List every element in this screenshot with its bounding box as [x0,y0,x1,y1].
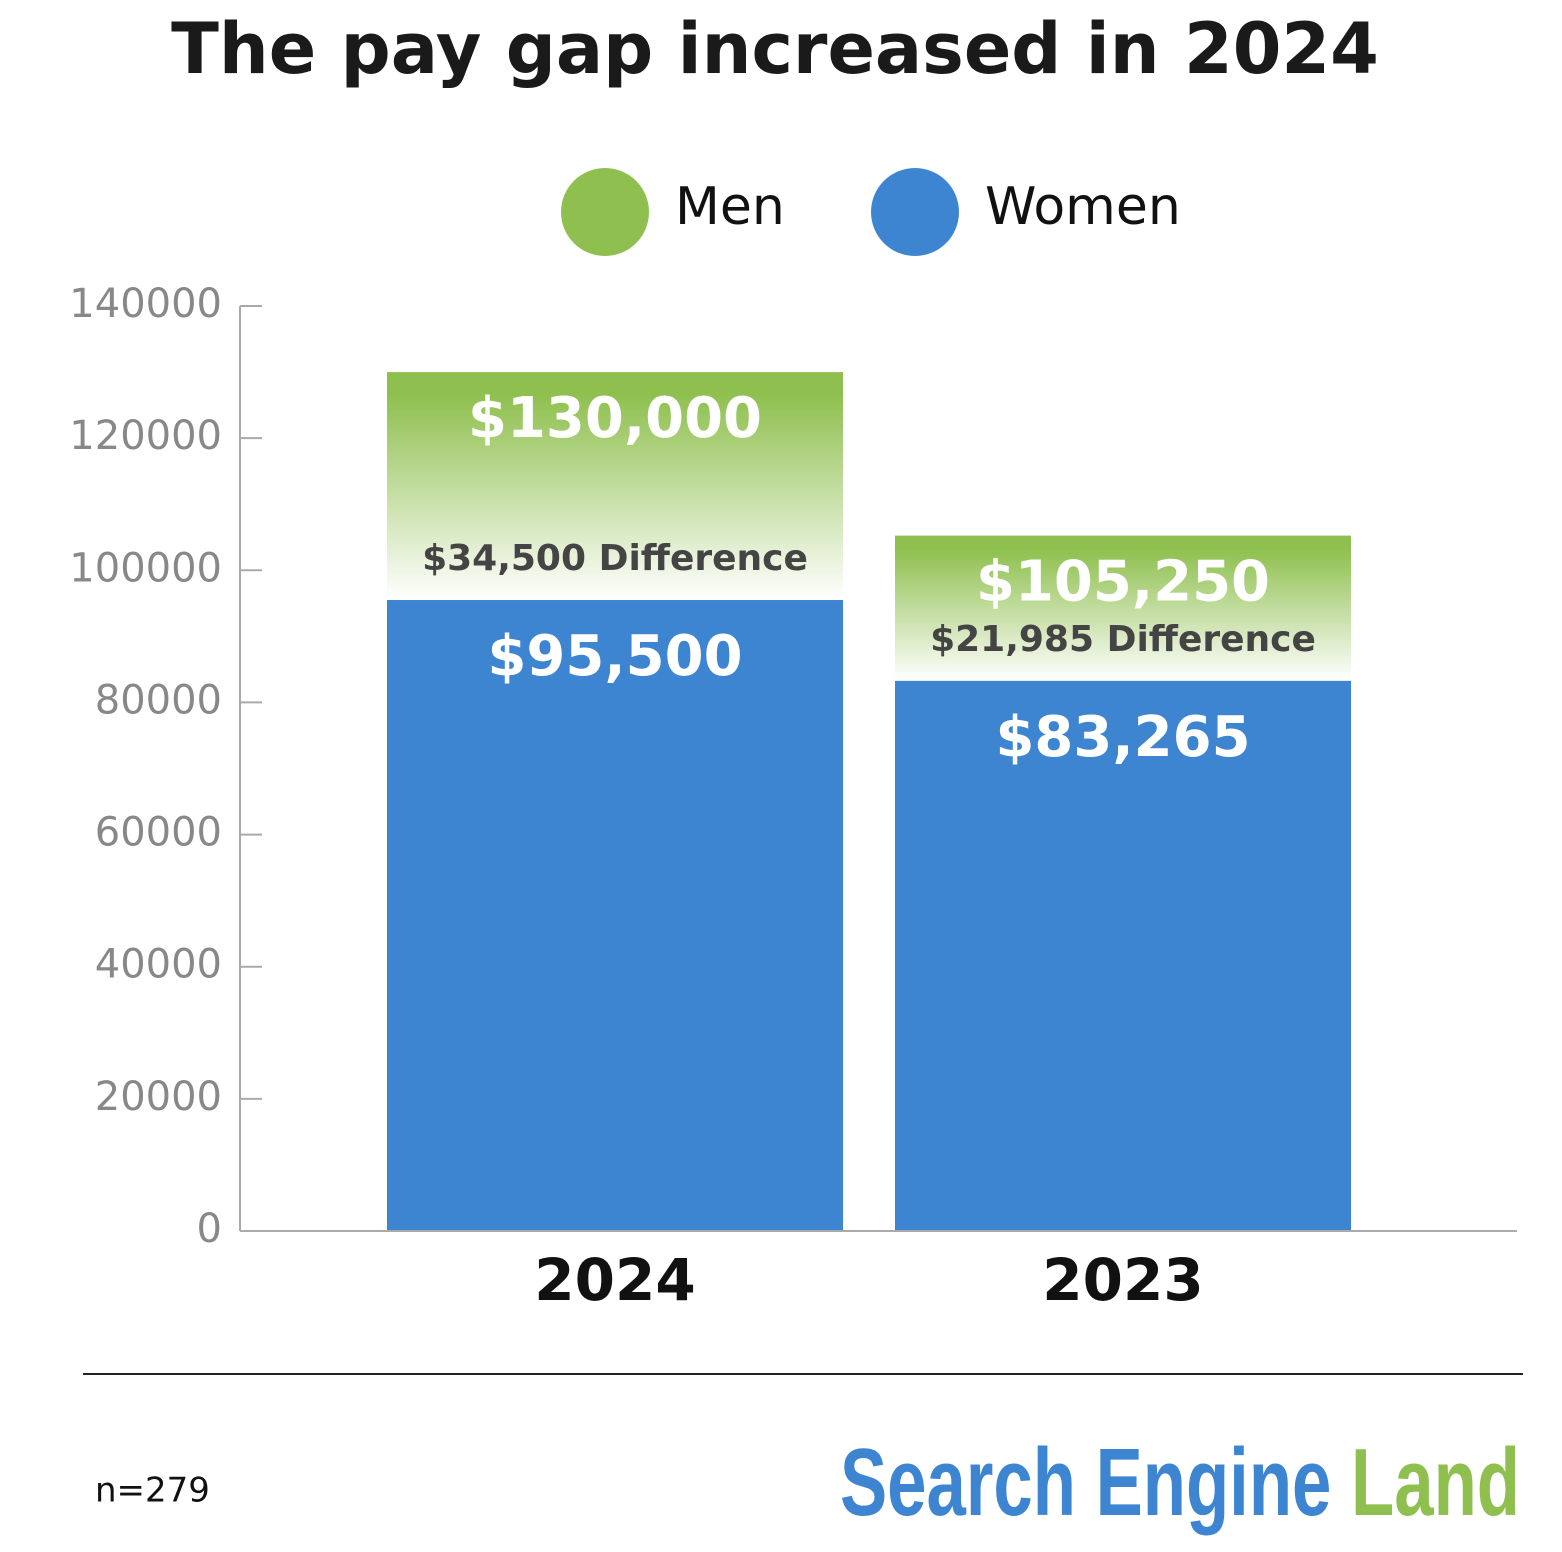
annotation: $34,500 Difference [422,538,808,579]
bar [387,600,843,1231]
y-tick-label: 100000 [69,545,222,591]
x-tick-label: 2023 [1042,1246,1203,1314]
logo: Search Engine Land [840,1429,1520,1536]
logo-first: Search Engine [840,1429,1331,1536]
y-tick-label: 120000 [69,413,222,459]
y-tick-label: 80000 [95,677,222,723]
annotation: $21,985 Difference [930,619,1316,660]
y-tick-label: 0 [197,1206,222,1252]
value-label: $130,000 [468,386,762,451]
y-tick-label: 40000 [95,942,222,988]
legend-swatch [871,168,959,256]
legend-label: Women [985,177,1181,237]
value-label: $83,265 [995,705,1250,770]
y-tick-label: 20000 [95,1074,222,1120]
chart-title: The pay gap increased in 2024 [171,8,1379,90]
y-tick-label: 140000 [69,281,222,327]
y-tick-label: 60000 [95,810,222,856]
value-label: $95,500 [487,624,742,689]
x-tick-label: 2024 [534,1246,695,1314]
legend-swatch [561,168,649,256]
legend-label: Men [675,177,785,237]
sample-note: n=279 [95,1471,210,1511]
bar [895,680,1351,1231]
value-label: $105,250 [976,550,1270,615]
logo-second: Land [1351,1429,1520,1536]
